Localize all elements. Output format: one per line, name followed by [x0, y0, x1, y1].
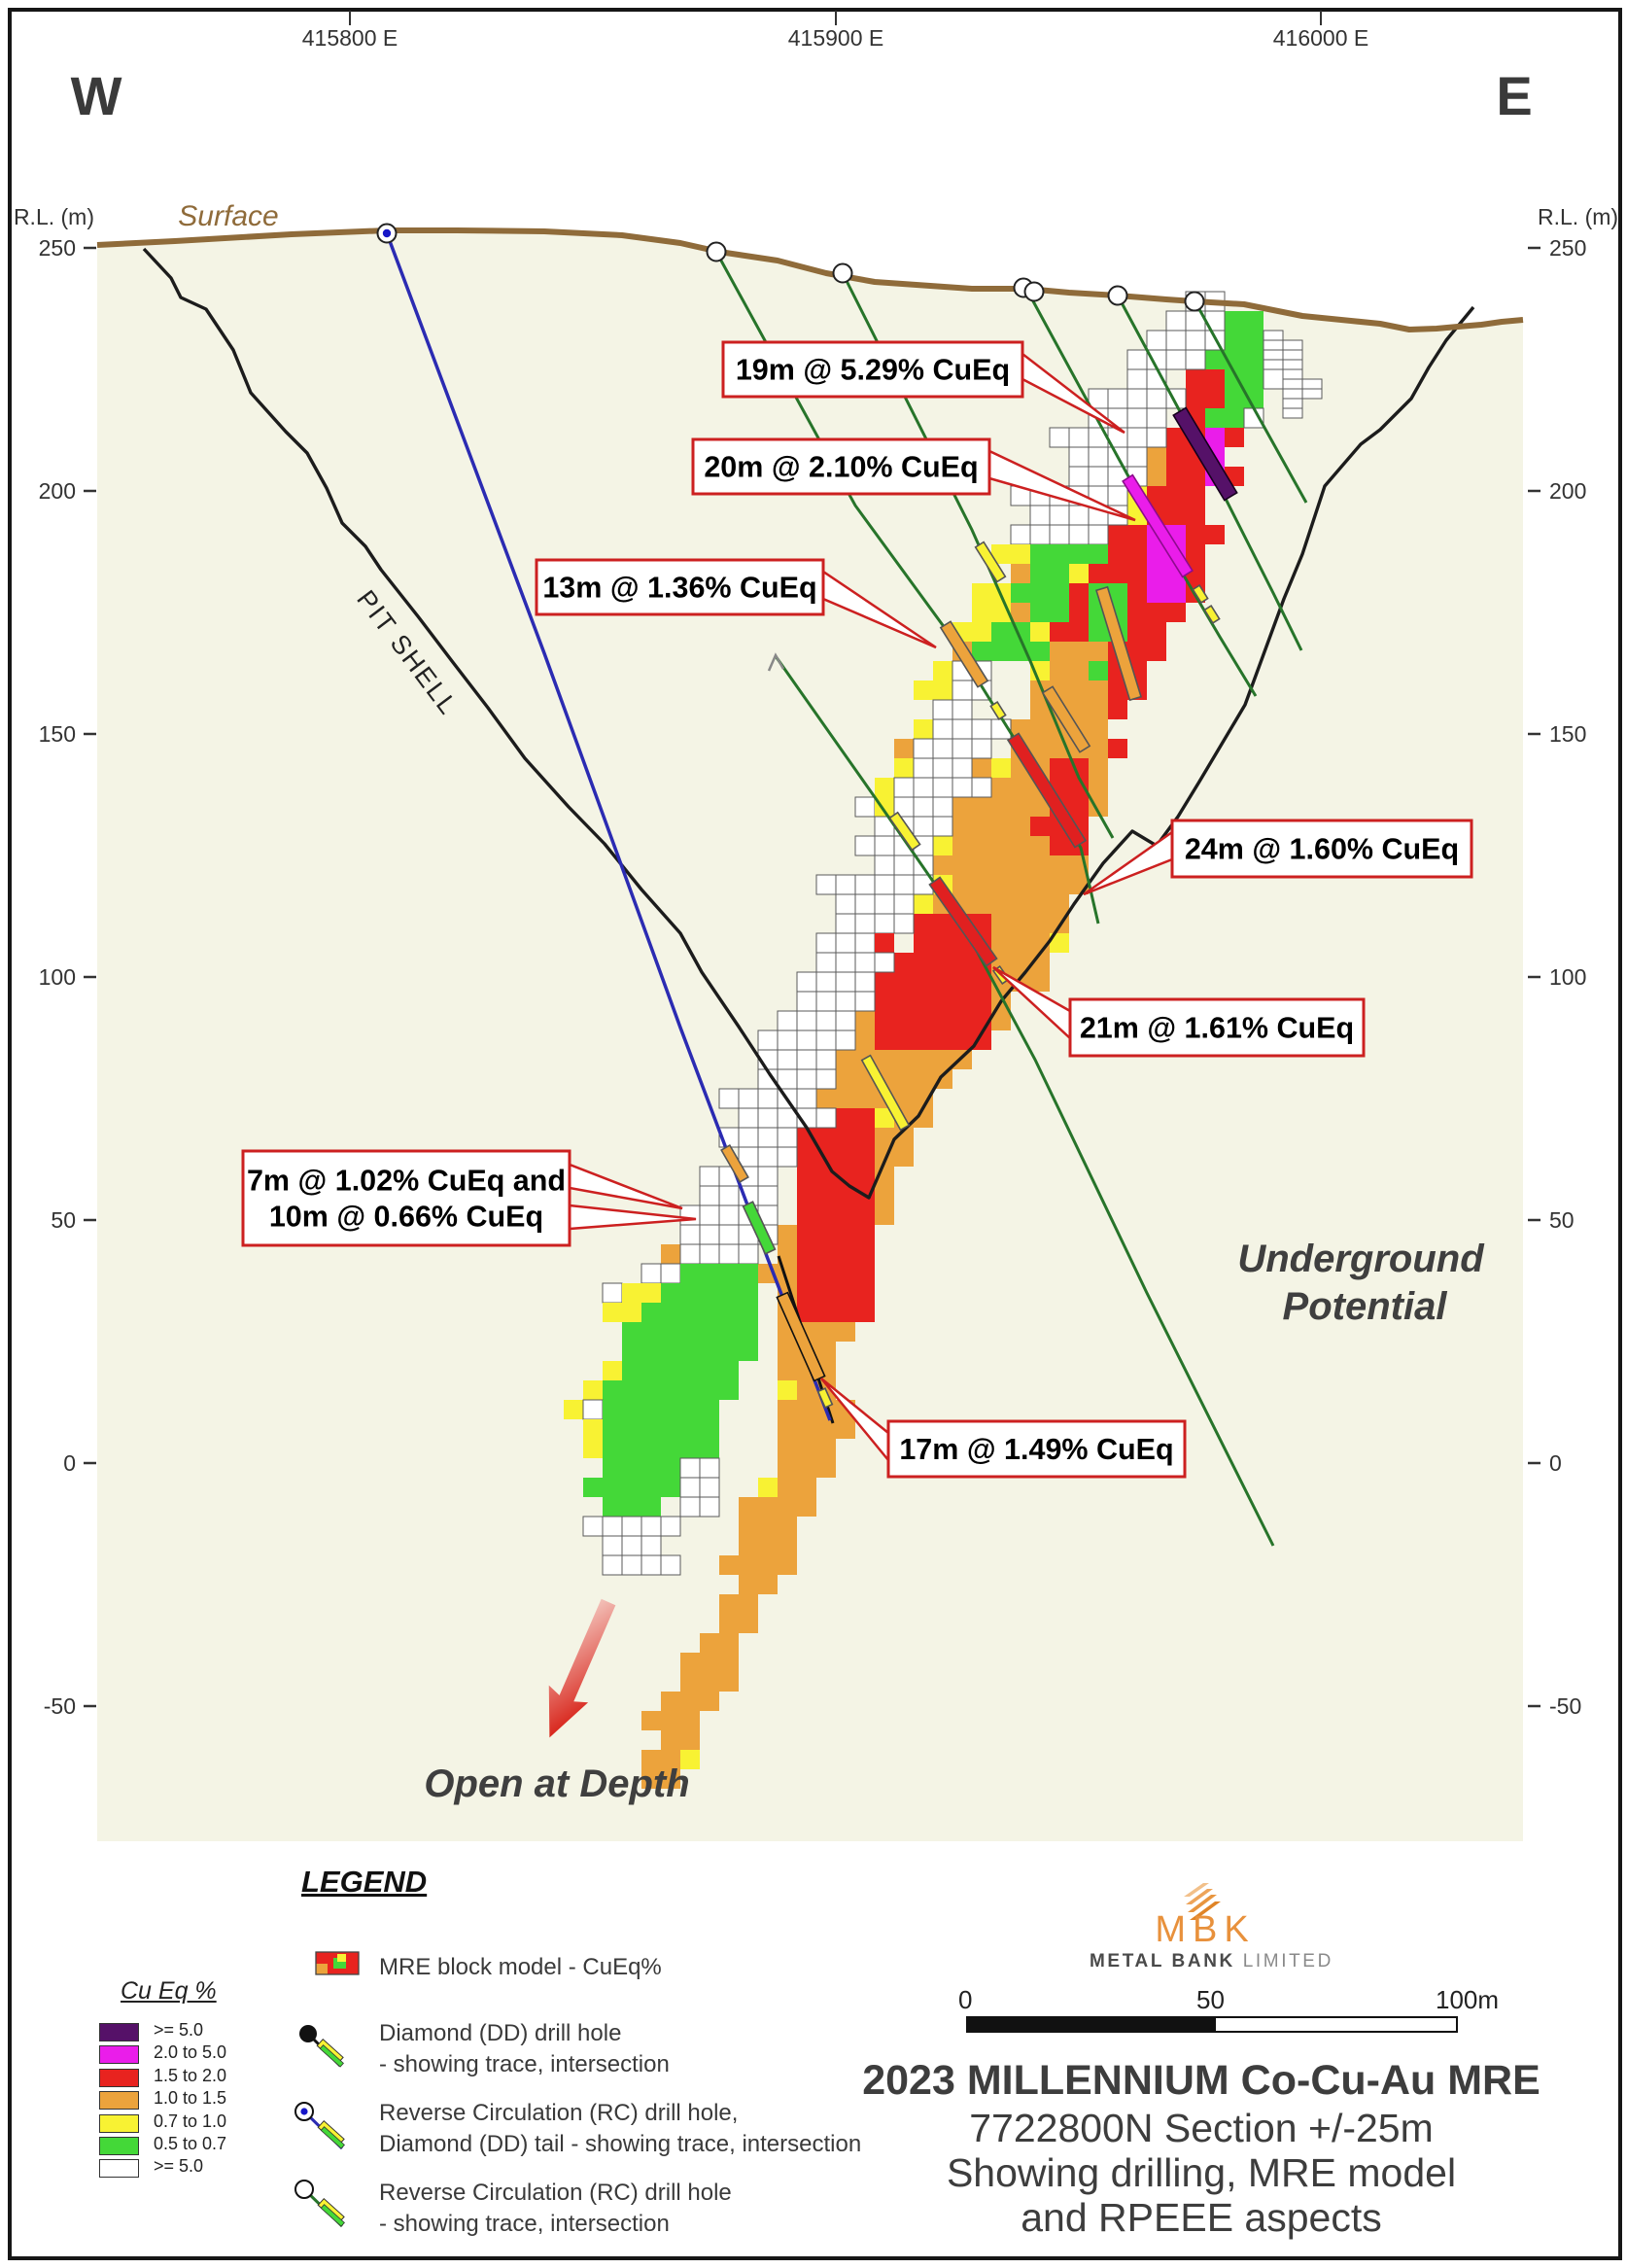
svg-text:17m @ 1.49% CuEq: 17m @ 1.49% CuEq: [899, 1433, 1173, 1466]
svg-text:-50: -50: [44, 1693, 76, 1719]
svg-text:50: 50: [1549, 1207, 1575, 1233]
svg-text:7m @ 1.02% CuEq and: 7m @ 1.02% CuEq and: [247, 1165, 566, 1198]
svg-text:Surface: Surface: [178, 200, 278, 232]
svg-text:E: E: [1496, 65, 1532, 126]
svg-text:200: 200: [1549, 478, 1586, 504]
svg-text:415900 E: 415900 E: [788, 25, 883, 51]
svg-text:13m @ 1.36% CuEq: 13m @ 1.36% CuEq: [542, 572, 816, 605]
svg-text:W: W: [71, 65, 122, 126]
svg-text:150: 150: [39, 721, 76, 747]
svg-text:0: 0: [1549, 1450, 1562, 1476]
svg-text:R.L. (m): R.L. (m): [1538, 204, 1618, 229]
svg-text:100: 100: [1549, 964, 1586, 990]
svg-text:416000 E: 416000 E: [1273, 25, 1368, 51]
svg-text:Underground: Underground: [1237, 1238, 1485, 1280]
svg-text:21m @ 1.61% CuEq: 21m @ 1.61% CuEq: [1080, 1012, 1354, 1045]
svg-text:50: 50: [51, 1207, 76, 1233]
svg-text:250: 250: [39, 235, 76, 261]
svg-text:10m @ 0.66% CuEq: 10m @ 0.66% CuEq: [269, 1201, 543, 1234]
svg-text:250: 250: [1549, 235, 1586, 261]
svg-text:100: 100: [39, 964, 76, 990]
svg-text:415800 E: 415800 E: [302, 25, 398, 51]
svg-text:0: 0: [63, 1450, 76, 1476]
svg-text:20m @ 2.10% CuEq: 20m @ 2.10% CuEq: [704, 451, 978, 484]
svg-text:24m @ 1.60% CuEq: 24m @ 1.60% CuEq: [1185, 833, 1459, 866]
svg-text:-50: -50: [1549, 1693, 1581, 1719]
svg-text:150: 150: [1549, 721, 1586, 747]
svg-text:19m @ 5.29% CuEq: 19m @ 5.29% CuEq: [736, 354, 1010, 387]
svg-text:200: 200: [39, 478, 76, 504]
svg-text:R.L. (m): R.L. (m): [14, 204, 94, 229]
svg-text:Open at Depth: Open at Depth: [424, 1762, 689, 1805]
svg-text:Potential: Potential: [1283, 1285, 1448, 1328]
